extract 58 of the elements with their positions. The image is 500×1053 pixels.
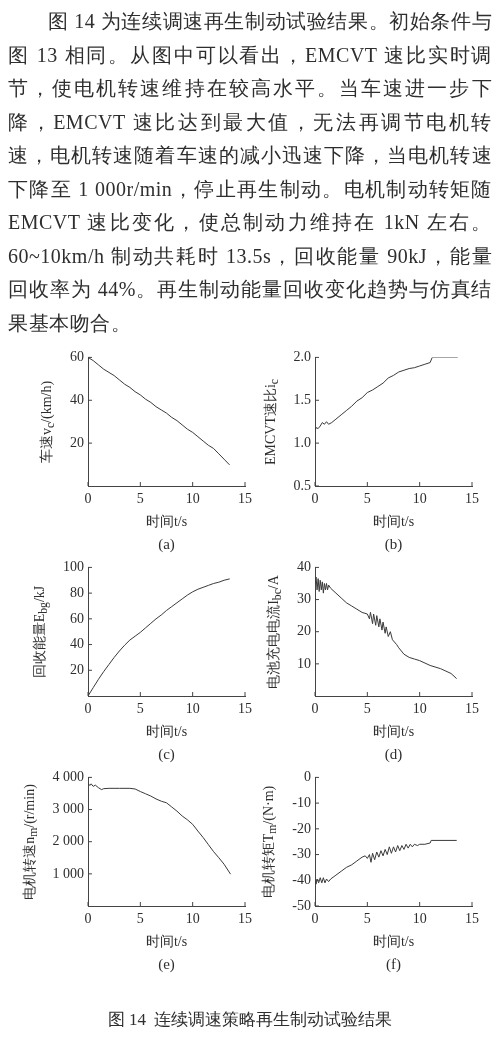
y-tick-label: 1 000 xyxy=(52,865,84,881)
x-tick-label: 10 xyxy=(185,910,200,926)
x-axis-title: 时间t/s xyxy=(145,513,188,531)
y-tick-label: 20 xyxy=(70,661,84,677)
x-tick-label: 5 xyxy=(136,700,144,716)
x-tick-label: 15 xyxy=(465,490,479,506)
y-tick-label: -30 xyxy=(292,845,311,861)
x-tick-label: 15 xyxy=(238,910,252,926)
y-tick-label: -40 xyxy=(292,871,311,887)
x-tick-label: 15 xyxy=(238,700,252,716)
x-axis-title: 时间t/s xyxy=(145,723,188,741)
y-tick-label: 3 000 xyxy=(52,800,84,816)
y-tick-label: 20 xyxy=(297,622,311,638)
y-tick-label: 60 xyxy=(70,610,84,626)
x-tick-label: 5 xyxy=(363,490,371,506)
y-tick-label: 20 xyxy=(70,434,84,450)
x-tick-label: 10 xyxy=(412,910,427,926)
y-tick-label: 40 xyxy=(297,558,311,574)
x-tick-label: 10 xyxy=(412,700,427,716)
x-tick-label: 10 xyxy=(412,490,427,506)
y-tick-label: 80 xyxy=(70,584,84,600)
x-axis-title: 时间t/s xyxy=(372,513,415,531)
x-tick-label: 15 xyxy=(465,700,479,716)
y-tick-label: 40 xyxy=(70,391,84,407)
y-tick-label: -50 xyxy=(292,897,311,913)
x-axis-title: 时间t/s xyxy=(372,933,415,951)
x-tick-label: 5 xyxy=(136,490,144,506)
x-tick-label: 10 xyxy=(185,700,200,716)
y-tick-label: 4 000 xyxy=(52,768,84,784)
text: 图 14 为连续调速再生制动试验结果。初始条件与图 13 相同。从图中可以看出，EMCVT 速比实时调节，使电机转速维持在较高水平。当车速进一步下降，EMCVT 速比达到最大值，无法再调节电机转速，电机转速随着车速的减小迅速下降，当电机转速下降至 1 000r/min，停止再生制动。电机制动转矩随 EMCVT 速比变化，使总制动力维持在 1kN 左右。60~10km/h 制动共耗时 13.5s，回收能量 90kJ，能量回收率为 44%。再生制动能量回收变化趋势与仿真结果基本吻合。 xyxy=(8,10,493,334)
y-tick-label: 1.5 xyxy=(293,391,311,407)
y-tick-label: 60 xyxy=(70,348,84,364)
y-tick-label: 2.0 xyxy=(293,348,311,364)
y-tick-label: 100 xyxy=(63,558,84,574)
x-tick-label: 5 xyxy=(363,700,371,716)
text: (c) xyxy=(158,745,175,763)
text: (a) xyxy=(158,535,175,553)
y-tick-label: 40 xyxy=(70,635,84,651)
x-axis-title: 时间t/s xyxy=(145,933,188,951)
x-tick-label: 15 xyxy=(465,910,479,926)
text: (d) xyxy=(384,745,403,763)
y-tick-label: -20 xyxy=(292,820,311,836)
text: 图 14 连续调速策略再生制动试验结果 xyxy=(106,1009,394,1031)
x-axis-title: 时间t/s xyxy=(372,723,415,741)
x-tick-label: 15 xyxy=(238,490,252,506)
text: (b) xyxy=(384,535,403,553)
y-tick-label: 2 000 xyxy=(52,832,84,848)
x-tick-label: 5 xyxy=(136,910,144,926)
x-tick-label: 5 xyxy=(363,910,371,926)
y-tick-label: 30 xyxy=(297,590,311,606)
text: (f) xyxy=(386,955,401,973)
x-tick-label: 10 xyxy=(185,490,200,506)
y-tick-label: -10 xyxy=(292,794,311,810)
y-tick-label: 0 xyxy=(304,768,311,784)
y-tick-label: 0.5 xyxy=(293,477,311,493)
text: (e) xyxy=(158,955,175,973)
y-tick-label: 10 xyxy=(297,655,311,671)
y-tick-label: 1.0 xyxy=(293,434,311,450)
